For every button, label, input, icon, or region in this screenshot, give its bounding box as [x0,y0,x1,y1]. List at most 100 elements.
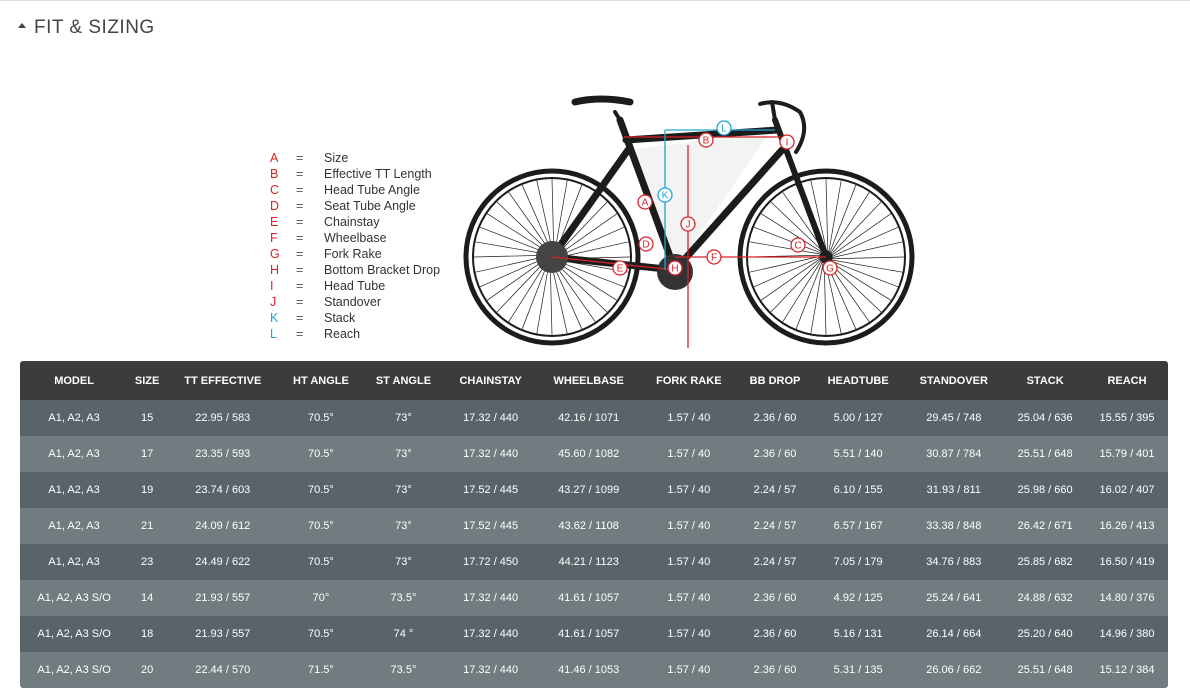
legend-letter: J [270,295,277,309]
legend-item: B = Effective TT Length [270,166,440,182]
table-cell: 70.5° [279,544,363,580]
legend-item: C = Head Tube Angle [270,182,440,198]
column-header: ST ANGLE [362,361,445,400]
table-cell: 1.57 / 40 [640,508,738,544]
spoke [557,213,618,256]
table-cell: 22.44 / 570 [166,652,280,688]
spoke [828,262,882,313]
legend-equals: = [296,151,304,165]
legend-item: A = Size [270,150,440,166]
table-row: A1, A2, A3 17 23.35 / 593 70.5° 73° 17.32 / 4… [20,436,1168,472]
spoke [557,201,608,255]
legend-label: Seat Tube Angle [324,199,416,213]
spoke [473,254,547,258]
table-cell: 1.57 / 40 [640,580,738,616]
spoke [823,262,827,336]
spoke [475,256,547,273]
spoke [810,180,827,252]
spoke [829,261,892,301]
marker-e: E [612,260,628,276]
table-cell: 43.27 / 1099 [536,472,641,508]
marker-i: I [779,134,795,150]
spoke [475,241,547,255]
table-cell: A1, A2, A3 [20,400,129,436]
legend-label: Bottom Bracket Drop [324,263,441,277]
top-divider [0,0,1190,1]
table-cell: 21.93 / 557 [166,616,280,652]
legend-letter: E [270,215,279,229]
table-cell: 17.32 / 440 [444,580,537,616]
table-cell: A1, A2, A3 S/O [20,652,129,688]
table-cell: 15.79 / 401 [1086,436,1168,472]
spoke [554,180,568,252]
legend-item: E = Chainstay [270,214,440,230]
table-cell: 73° [362,544,445,580]
table-cell: 70.5° [279,400,363,436]
table-cell: 23.35 / 593 [166,436,280,472]
spoke [508,191,551,252]
spoke [553,262,596,323]
svg-text:L: L [721,124,727,135]
legend-item: D = Seat Tube Angle [270,198,440,214]
table-cell: 23.74 / 603 [166,472,280,508]
column-header: HEADTUBE [812,361,904,400]
table-cell: 15 [128,400,167,436]
legend-equals: = [296,247,304,261]
marker-c: C [790,237,806,253]
spoke [810,262,824,334]
table-cell: 74 ° [362,616,445,652]
svg-text:D: D [642,240,649,251]
svg-text:F: F [711,253,717,264]
spoke [521,184,552,252]
marker-b: B [698,132,714,148]
marker-l: L [716,120,732,136]
table-cell: 41.61 / 1057 [536,580,641,616]
legend-equals: = [296,327,304,341]
table-cell: 5.16 / 131 [812,616,904,652]
table-cell: 1.57 / 40 [640,472,738,508]
table-cell: A1, A2, A3 [20,508,129,544]
spoke [753,257,821,288]
legend-label: Effective TT Length [324,167,432,181]
column-header: REACH [1086,361,1168,400]
table-cell: 25.98 / 660 [1004,472,1087,508]
legend-letter: A [270,151,279,165]
table-row: A1, A2, A3 21 24.09 / 612 70.5° 73° 17.52 / 4… [20,508,1168,544]
spoke [760,258,821,301]
table-cell: 31.93 / 811 [903,472,1005,508]
spoke [831,256,905,260]
table-cell: 42.16 / 1071 [536,400,641,436]
svg-text:J: J [686,220,691,231]
table-cell: 16.50 / 419 [1086,544,1168,580]
table-cell: 73.5° [362,580,445,616]
legend-equals: = [296,183,304,197]
table-cell: 41.46 / 1053 [536,652,641,688]
fit-sizing-toggle[interactable]: FIT & SIZING [18,17,155,39]
legend-item: L = Reach [270,326,440,342]
legend-item: G = Fork Rake [270,246,440,262]
table-cell: 17.32 / 440 [444,652,537,688]
spoke [830,260,899,288]
spoke [770,201,824,252]
svg-text:H: H [671,264,678,275]
legend-label: Size [324,151,349,165]
table-row: A1, A2, A3 23 24.49 / 622 70.5° 73° 17.72 / 4… [20,544,1168,580]
table-cell: 2.36 / 60 [737,616,813,652]
table-cell: 2.36 / 60 [737,400,813,436]
table-cell: A1, A2, A3 [20,544,129,580]
caret-up-icon [18,22,26,28]
legend-equals: = [296,295,304,309]
table-cell: 5.00 / 127 [812,400,904,436]
table-cell: 70.5° [279,616,363,652]
table-cell: 23 [128,544,167,580]
marker-h: H [667,260,683,276]
legend-letter: G [270,247,280,261]
column-header: FORK RAKE [640,361,738,400]
table-cell: 73° [362,436,445,472]
spoke [831,259,903,273]
legend-letter: I [270,279,274,293]
column-header: HT ANGLE [279,361,363,400]
table-cell: 17.52 / 445 [444,508,537,544]
table-cell: 2.36 / 60 [737,436,813,472]
table-cell: 41.61 / 1057 [536,616,641,652]
